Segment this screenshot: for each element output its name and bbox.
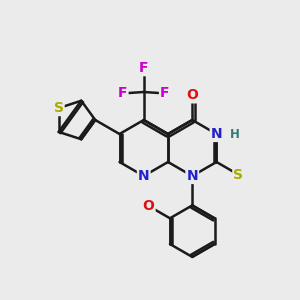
Text: F: F <box>118 86 128 100</box>
Text: S: S <box>233 168 243 182</box>
Text: F: F <box>160 86 169 100</box>
Text: S: S <box>54 101 64 115</box>
Text: F: F <box>139 61 148 75</box>
Text: N: N <box>138 169 150 183</box>
Text: O: O <box>186 88 198 102</box>
Text: O: O <box>143 199 154 213</box>
Text: N: N <box>211 127 222 141</box>
Text: H: H <box>230 128 240 140</box>
Text: N: N <box>186 169 198 183</box>
